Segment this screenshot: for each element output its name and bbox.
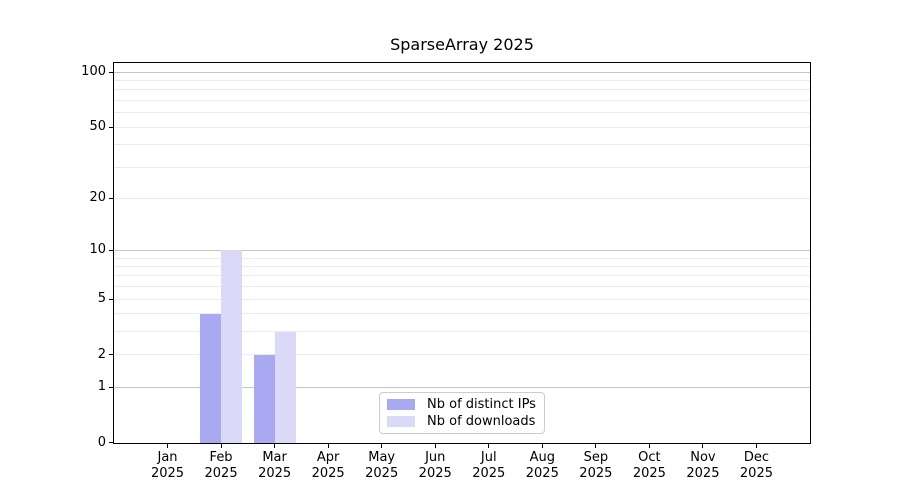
y-tick-mark [109,71,113,73]
y-tick-mark [109,249,113,251]
legend-swatch-icon [387,416,415,427]
minor-gridline [114,112,810,114]
y-tick-mark [109,126,113,128]
x-tick-label-oct: Oct 2025 [632,450,666,481]
minor-gridline [114,286,810,288]
y-tick-mark [109,386,113,388]
y-tick-label: 10 [89,242,106,258]
x-tick-label-nov: Nov 2025 [686,450,720,481]
minor-gridline [114,298,810,300]
y-tick-label: 100 [81,64,106,80]
x-tick-label-may: May 2025 [365,450,399,481]
legend-label: Nb of downloads [427,414,536,429]
major-gridline [114,386,810,388]
major-gridline [114,71,810,73]
legend-entry-downloads: Nb of downloads [380,414,544,429]
x-tick-mark [381,444,383,448]
minor-gridline [114,100,810,102]
minor-gridline [114,313,810,315]
minor-gridline [114,197,810,199]
minor-gridline [114,331,810,333]
y-tick-label: 2 [97,346,106,362]
legend: Nb of distinct IPs Nb of downloads [379,392,545,434]
x-tick-label-mar: Mar 2025 [258,450,292,481]
legend-swatch-icon [387,399,415,410]
x-tick-mark [648,444,650,448]
y-tick-label: 50 [89,119,106,135]
x-tick-label-dec: Dec 2025 [739,450,773,481]
bar-mar-downloads [274,331,296,443]
x-tick-mark [327,444,329,448]
minor-gridline [114,265,810,267]
major-gridline [114,249,810,251]
x-tick-label-aug: Aug 2025 [525,450,559,481]
x-tick-label-jul: Jul 2025 [472,450,506,481]
y-tick-label: 1 [97,379,106,395]
bar-feb-downloads [221,250,243,443]
minor-gridline [114,80,810,82]
minor-gridline [114,126,810,128]
x-tick-label-sep: Sep 2025 [579,450,613,481]
y-tick-mark [109,298,113,300]
legend-entry-distinct-ips: Nb of distinct IPs [380,397,544,412]
minor-gridline [114,257,810,259]
x-tick-label-jun: Jun 2025 [418,450,452,481]
y-tick-mark [109,354,113,356]
minor-gridline [114,275,810,277]
x-tick-mark [274,444,276,448]
legend-label: Nb of distinct IPs [427,397,536,412]
x-tick-mark [755,444,757,448]
x-tick-label-apr: Apr 2025 [311,450,345,481]
plot-area: Nb of distinct IPs Nb of downloads [113,62,811,444]
x-tick-mark [595,444,597,448]
minor-gridline [114,144,810,146]
x-tick-label-feb: Feb 2025 [204,450,238,481]
y-tick-mark [109,197,113,199]
y-tick-label: 0 [97,434,106,450]
y-tick-label: 5 [97,291,106,307]
x-tick-mark [167,444,169,448]
y-tick-mark [109,442,113,443]
x-tick-mark [220,444,222,448]
y-tick-label: 20 [89,190,106,206]
x-tick-mark [702,444,704,448]
minor-gridline [114,166,810,168]
minor-gridline [114,354,810,356]
bar-feb-distinct-ips [200,313,222,443]
x-tick-mark [541,444,543,448]
bar-mar-distinct-ips [253,354,275,443]
chart-title: SparseArray 2025 [390,35,534,54]
minor-gridline [114,89,810,91]
x-tick-label-jan: Jan 2025 [150,450,185,481]
x-tick-mark [434,444,436,448]
x-tick-mark [488,444,490,448]
